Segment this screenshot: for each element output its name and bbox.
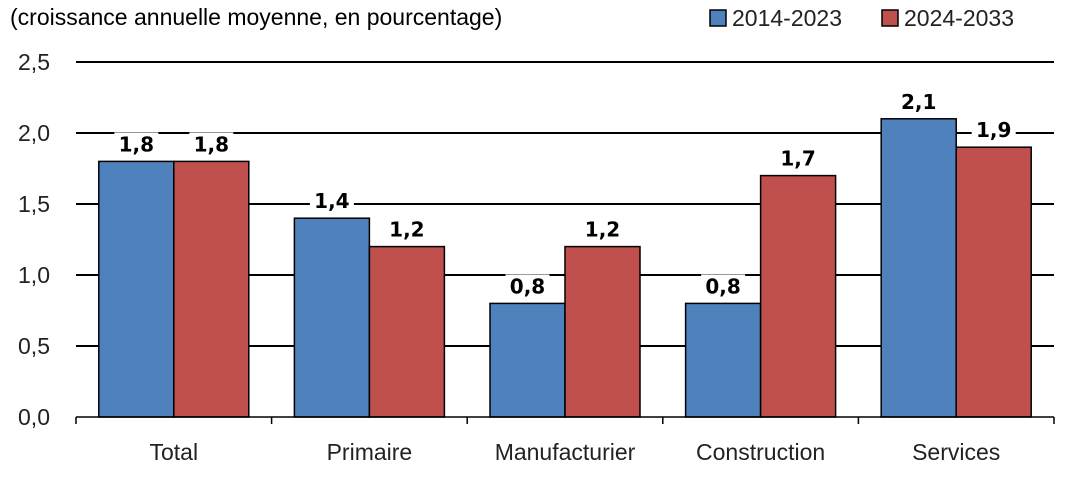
data-label-background	[384, 217, 429, 242]
axes: 0,0 0,5 1,0 1,5 2,0 2,5 Total Primaire Manufactu…	[18, 49, 1055, 465]
data-label: 1,2	[585, 218, 620, 242]
data-label: 1,8	[119, 132, 154, 156]
bar-primaire-2024-2033	[368, 245, 446, 418]
y-tick-label: 1,5	[18, 191, 50, 217]
data-label: 1,7	[780, 147, 815, 171]
legend-label: 2014-2023	[732, 5, 842, 31]
data-label: 0,8	[510, 274, 545, 298]
bar-total-2024-2033	[173, 160, 250, 418]
bar-manufacturier-2014-2023	[489, 302, 566, 418]
bar-services-2014-2023	[880, 118, 957, 418]
legend-label: 2024-2033	[904, 5, 1014, 31]
data-label-background	[701, 274, 746, 299]
y-tick-label: 2,0	[18, 120, 50, 146]
data-label-background	[896, 89, 941, 114]
bar-manufacturier-2024-2033	[564, 245, 641, 418]
data-label-background	[189, 132, 234, 157]
data-label-background	[114, 132, 159, 157]
data-label: 0,8	[705, 274, 740, 298]
y-tick-label: 2,5	[18, 49, 50, 75]
x-category-label: Manufacturier	[495, 439, 636, 465]
x-category-label: Services	[912, 439, 1000, 465]
bar-primaire-2014-2023	[293, 217, 371, 418]
y-tick-label: 0,0	[18, 404, 50, 430]
data-label: 1,2	[389, 218, 424, 242]
data-label-background	[971, 118, 1016, 143]
data-label-background	[505, 274, 550, 299]
y-axis-unit-label: (croissance annuelle moyenne, en pourcen…	[10, 4, 502, 30]
x-category-label: Primaire	[327, 439, 413, 465]
bar-services-2024-2033	[955, 146, 1032, 418]
bar-total-2014-2023	[98, 160, 175, 418]
data-label-background	[309, 189, 354, 214]
legend-swatch	[709, 9, 727, 27]
y-tick-label: 1,0	[18, 262, 50, 288]
data-label-background	[776, 146, 821, 171]
data-label-background	[580, 217, 625, 242]
legend-swatch	[881, 9, 899, 27]
x-category-label: Construction	[696, 439, 825, 465]
data-label: 1,4	[314, 189, 349, 213]
data-label: 1,8	[194, 132, 229, 156]
legend: 2014-2023 2024-2033	[709, 5, 1014, 31]
data-label: 2,1	[901, 90, 936, 114]
x-category-label: Total	[150, 439, 199, 465]
bars	[98, 118, 1032, 418]
data-label: 1,9	[976, 118, 1011, 142]
bar-construction-2014-2023	[684, 302, 762, 418]
y-tick-label: 0,5	[18, 333, 50, 359]
bar-construction-2024-2033	[759, 174, 837, 418]
data-labels: 1,8 1,8 1,4 1,2 0,8 1,2 0,8 1,7 2,1 1,9	[114, 89, 1016, 299]
